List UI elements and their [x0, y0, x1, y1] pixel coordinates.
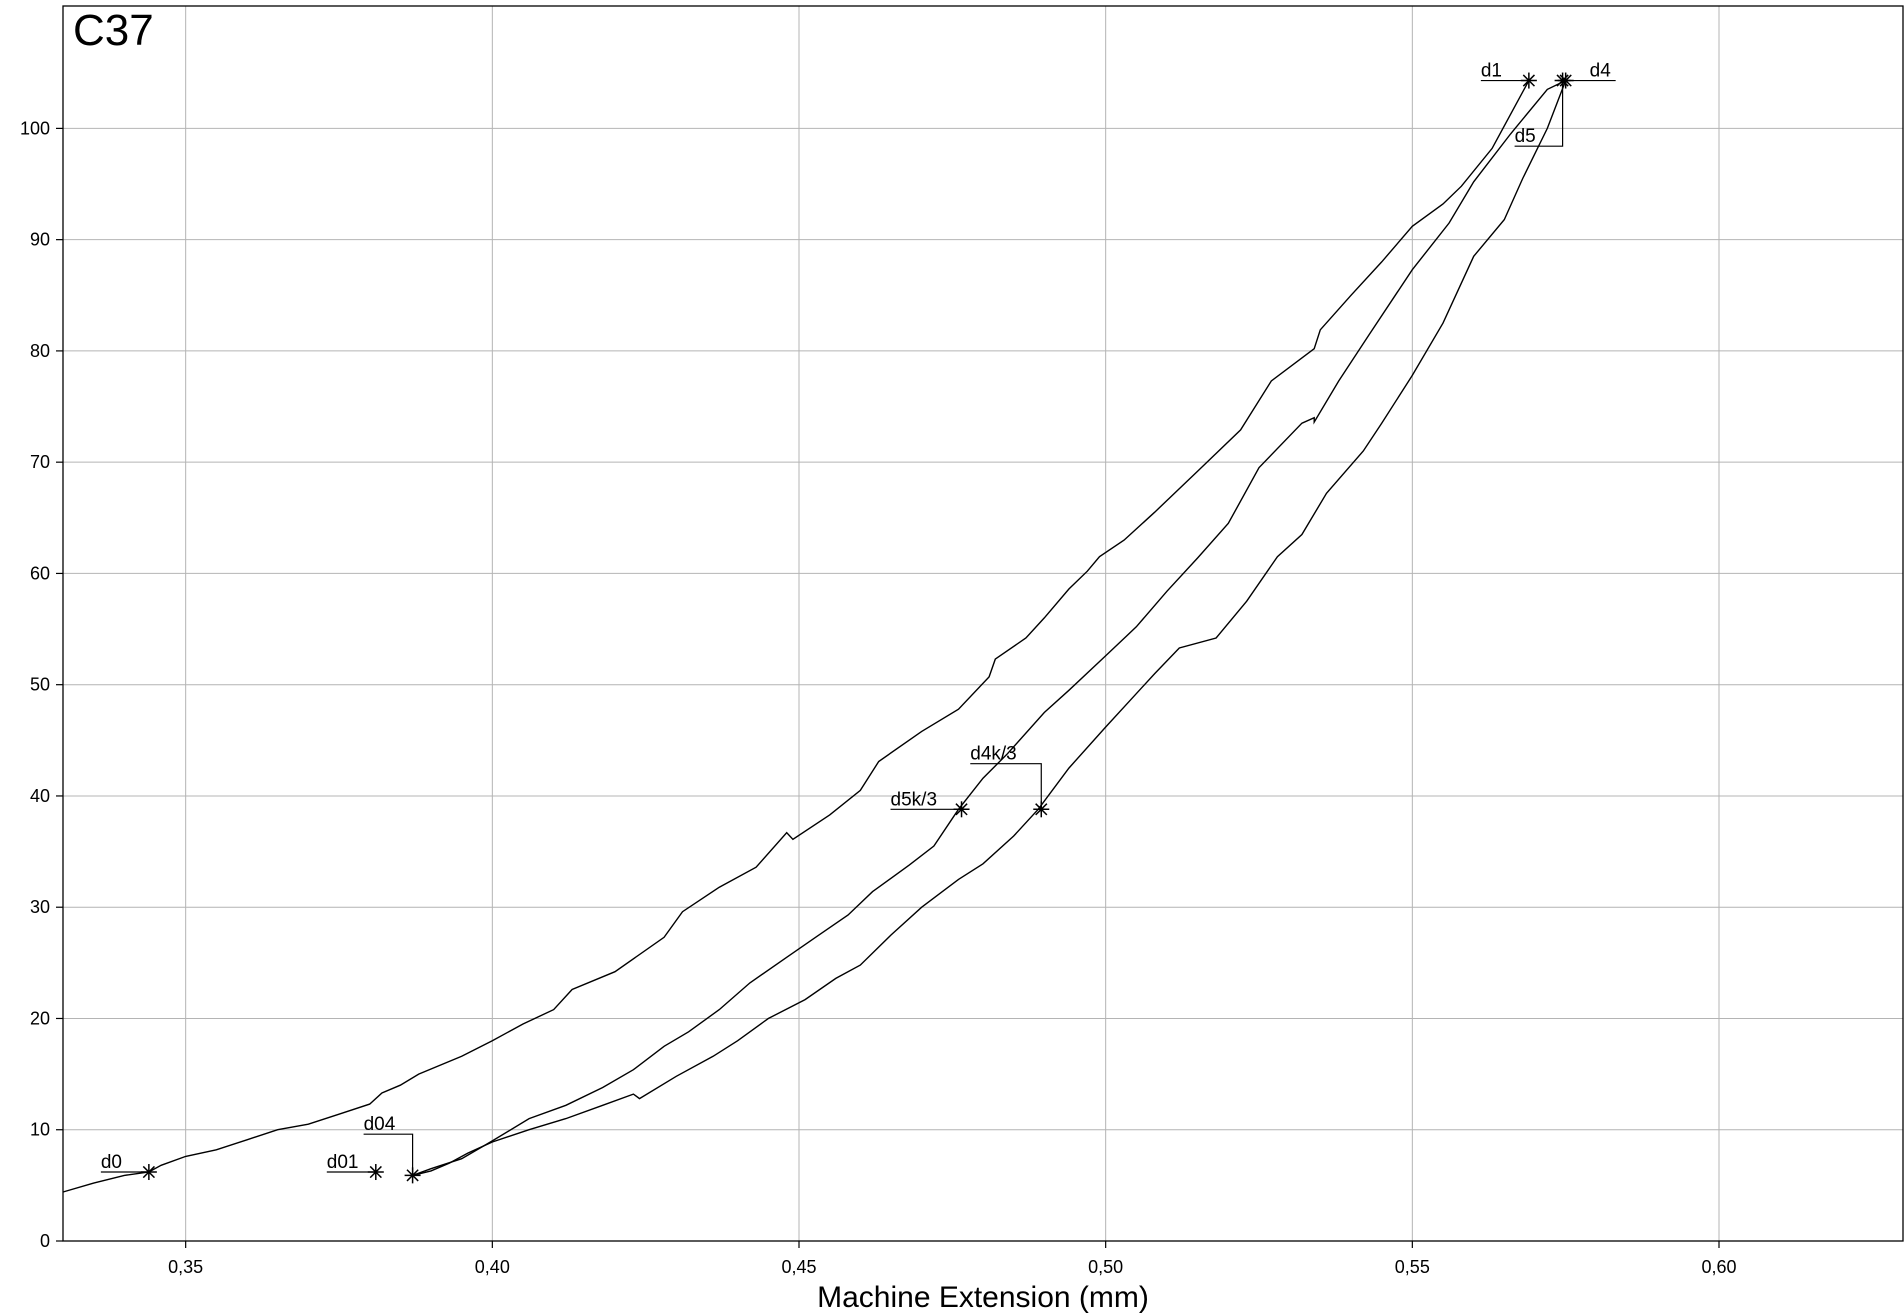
marker-leader	[970, 763, 1042, 810]
y-tick-label: 10	[30, 1120, 50, 1140]
data-curves	[62, 79, 1567, 1193]
x-tick-label: 0,45	[781, 1257, 816, 1277]
series-line-3	[412, 80, 1567, 1177]
marker-label: d04	[364, 1114, 396, 1135]
grid-lines	[63, 6, 1903, 1241]
y-tick-label: 0	[40, 1231, 50, 1251]
y-tick-label: 30	[30, 897, 50, 917]
y-tick-label: 60	[30, 563, 50, 583]
x-axis-title: Machine Extension (mm)	[817, 1281, 1149, 1314]
y-tick-label: 90	[30, 230, 50, 250]
chart-title: C37	[73, 6, 154, 55]
x-tick-label: 0,55	[1395, 1257, 1430, 1277]
marker-label: d4	[1590, 61, 1612, 82]
y-tick-label: 40	[30, 786, 50, 806]
marker-d0: d0	[101, 1152, 157, 1181]
marker-label: d5	[1515, 126, 1536, 147]
x-tick-label: 0,50	[1088, 1257, 1123, 1277]
marker-d5k-3: d5k/3	[890, 789, 970, 818]
y-tick-label: 80	[30, 341, 50, 361]
y-tick-label: 20	[30, 1008, 50, 1028]
marker-label: d4k/3	[970, 744, 1016, 765]
series-line-2	[412, 79, 1567, 1177]
x-tick-label: 0,35	[168, 1257, 203, 1277]
y-tick-label: 50	[30, 675, 50, 695]
marker-d5: d5	[1514, 72, 1571, 147]
x-tick-label: 0,60	[1701, 1257, 1736, 1277]
marker-label: d5k/3	[891, 789, 937, 810]
marker-leader	[363, 1133, 414, 1176]
series-line-1	[62, 80, 1530, 1193]
marker-label: d01	[327, 1152, 359, 1173]
plot-frame	[62, 5, 1904, 1242]
marker-label: d1	[1481, 61, 1502, 82]
marker-d04: d04	[363, 1114, 421, 1184]
marker-d01: d01	[327, 1152, 384, 1181]
marker-d4k-3: d4k/3	[970, 744, 1050, 818]
marker-leader	[1514, 80, 1564, 147]
y-tick-label: 70	[30, 452, 50, 472]
marker-label: d0	[101, 1152, 122, 1173]
axis-ticks: 0,35 0,40 0,45 0,50 0,55 0,60 0 10 20 30 40 50 60 70 8…	[20, 118, 1737, 1277]
y-tick-label: 100	[20, 118, 50, 138]
marker-d1: d1	[1481, 61, 1537, 89]
x-tick-label: 0,40	[475, 1257, 510, 1277]
